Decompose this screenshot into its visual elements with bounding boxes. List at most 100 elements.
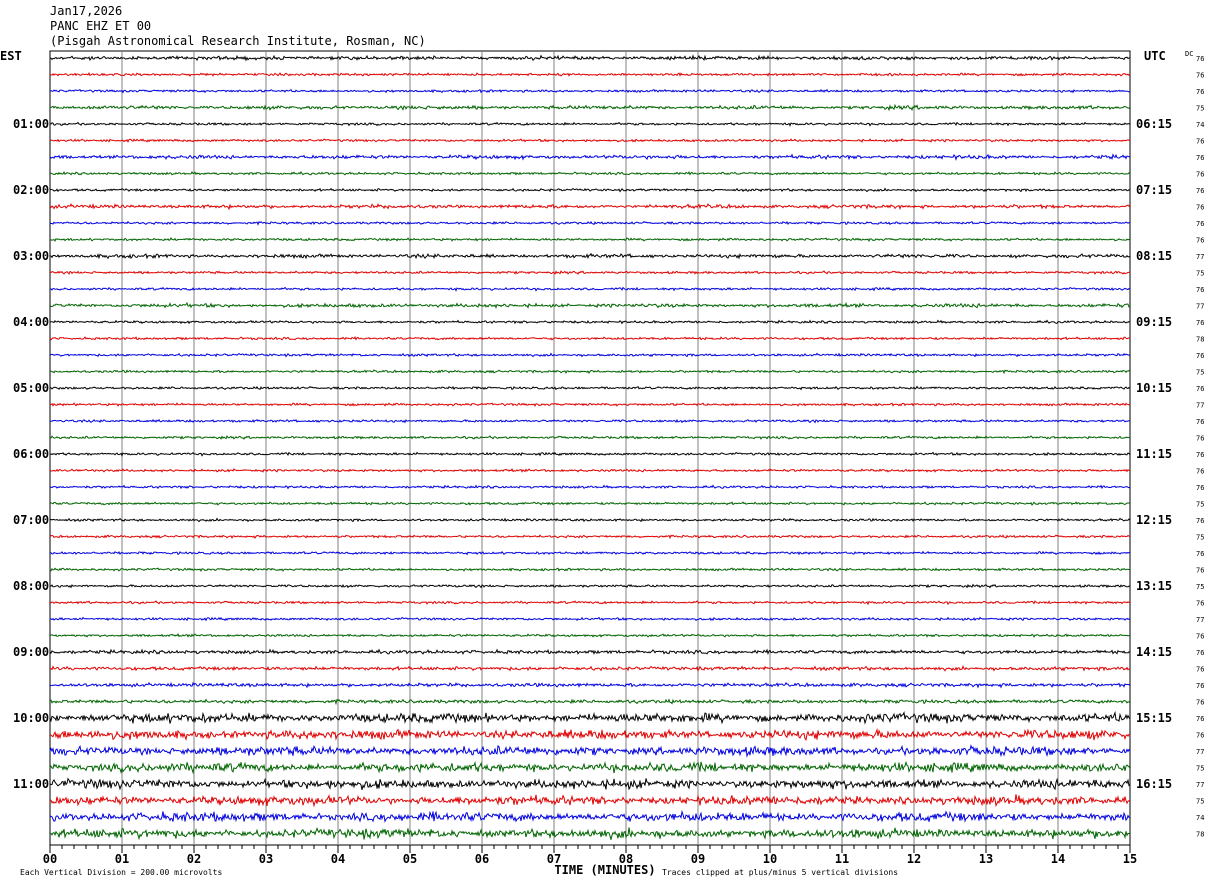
x-tick-label: 01	[115, 852, 129, 866]
seismic-trace	[49, 187, 1131, 193]
seismic-trace	[49, 728, 1131, 742]
left-axis-label: EST	[0, 49, 22, 63]
dc-value: 76	[1196, 600, 1204, 608]
x-tick-label: 00	[43, 852, 57, 866]
dc-value: 76	[1196, 154, 1204, 162]
utc-label: 15:15	[1136, 711, 1172, 725]
seismic-trace	[49, 698, 1131, 706]
seismic-trace	[49, 385, 1131, 391]
seismic-trace	[49, 319, 1131, 325]
dc-value: 74	[1196, 121, 1204, 129]
seismic-trace	[49, 809, 1131, 823]
est-label: 09:00	[13, 645, 49, 659]
seismic-trace	[49, 501, 1131, 506]
dc-value: 78	[1196, 831, 1204, 839]
seismic-trace	[49, 794, 1131, 808]
dc-value: 76	[1196, 732, 1204, 740]
seismic-trace	[50, 451, 1131, 457]
dc-value: 74	[1196, 814, 1204, 822]
seismic-trace	[50, 103, 1131, 112]
seismic-trace	[49, 777, 1131, 791]
seismic-trace	[49, 583, 1131, 589]
traces	[49, 54, 1131, 841]
dc-value: 76	[1196, 88, 1204, 96]
header-station: PANC EHZ ET 00	[50, 19, 152, 33]
seismic-trace	[49, 336, 1131, 341]
header-location: (Pisgah Astronomical Research Institute,…	[50, 34, 426, 48]
utc-label: 11:15	[1136, 447, 1172, 461]
est-label: 07:00	[13, 513, 49, 527]
x-tick-label: 03	[259, 852, 273, 866]
est-label: 01:00	[13, 117, 49, 131]
est-label: 10:00	[13, 711, 49, 725]
x-axis-label: TIME (MINUTES)	[554, 863, 655, 877]
dc-value: 76	[1196, 550, 1204, 558]
x-tick-label: 05	[403, 852, 417, 866]
seismic-trace	[49, 237, 1131, 242]
seismic-trace	[50, 270, 1131, 275]
dc-value: 75	[1196, 501, 1204, 509]
dc-value: 76	[1196, 666, 1204, 674]
dc-value: 76	[1196, 55, 1204, 63]
dc-value: 76	[1196, 484, 1204, 492]
dc-value: 76	[1196, 237, 1204, 245]
seismic-trace	[49, 665, 1131, 672]
seismic-trace	[49, 352, 1131, 358]
dc-value: 75	[1196, 270, 1204, 278]
dc-value: 77	[1196, 303, 1204, 311]
est-label: 06:00	[13, 447, 49, 461]
dc-value: 77	[1196, 402, 1204, 410]
est-label: 08:00	[13, 579, 49, 593]
dc-value: 77	[1196, 781, 1204, 789]
utc-label: 09:15	[1136, 315, 1172, 329]
x-tick-label: 07	[547, 852, 561, 866]
seismic-trace	[49, 648, 1131, 656]
dc-value: 77	[1196, 616, 1204, 624]
utc-label: 07:15	[1136, 183, 1172, 197]
dc-value: 75	[1196, 369, 1204, 377]
dc-value: 76	[1196, 435, 1204, 443]
dc-value: 75	[1196, 798, 1204, 806]
seismic-trace	[49, 369, 1131, 375]
plot-frame	[49, 50, 1131, 846]
seismic-trace	[49, 138, 1131, 143]
grid	[49, 50, 1131, 853]
seismic-trace	[49, 534, 1130, 540]
dc-value: 76	[1196, 72, 1204, 80]
x-tick-label: 11	[835, 852, 849, 866]
dc-value: 77	[1196, 748, 1204, 756]
seismic-trace	[50, 121, 1131, 127]
utc-label: 13:15	[1136, 579, 1172, 593]
seismic-trace	[49, 468, 1131, 473]
utc-label: 14:15	[1136, 645, 1172, 659]
seismic-trace	[49, 88, 1131, 94]
x-tick-label: 06	[475, 852, 489, 866]
dc-value: 76	[1196, 649, 1204, 657]
x-tick-label: 10	[763, 852, 777, 866]
utc-label: 10:15	[1136, 381, 1172, 395]
dc-value: 76	[1196, 204, 1204, 212]
seismic-trace	[49, 220, 1130, 226]
dc-value: 76	[1196, 385, 1204, 393]
dc-value: 76	[1196, 699, 1204, 707]
x-tick-label: 12	[907, 852, 921, 866]
seismic-trace	[49, 550, 1131, 556]
dc-value: 76	[1196, 138, 1204, 146]
seismic-trace	[49, 54, 1131, 62]
seismic-trace	[50, 252, 1131, 260]
seismic-trace	[49, 484, 1131, 490]
right-axis-label: UTC	[1144, 49, 1166, 63]
seismic-trace	[49, 710, 1131, 725]
footer-right: Traces clipped at plus/minus 5 vertical …	[662, 868, 898, 877]
footer-left: Each Vertical Division = 200.00 microvol…	[20, 868, 222, 877]
dc-value: 76	[1196, 286, 1204, 294]
est-label: 11:00	[13, 777, 49, 791]
dc-value: 76	[1196, 418, 1204, 426]
seismic-trace	[49, 616, 1131, 622]
x-tick-label: 14	[1051, 852, 1065, 866]
seismic-trace	[49, 760, 1131, 775]
dc-value: 75	[1196, 105, 1204, 113]
dc-value: 75	[1196, 765, 1204, 773]
seismic-trace	[49, 153, 1131, 161]
